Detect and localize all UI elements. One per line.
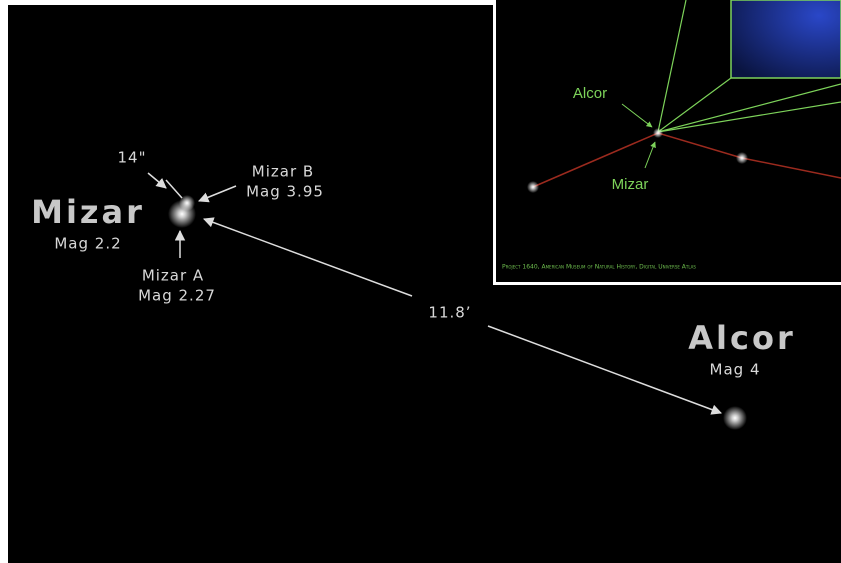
star [653, 128, 663, 138]
arrows [147, 172, 722, 415]
label: Mag 2.2 [54, 235, 121, 253]
arrow [644, 141, 656, 169]
field-of-view [730, 0, 841, 79]
label: 14" [118, 149, 147, 167]
main-stars [168, 195, 747, 430]
arrow [165, 179, 183, 199]
line [657, 0, 687, 133]
inset: Alcor Mizar Project 1640, American Museu… [493, 0, 841, 285]
constellation-line [532, 132, 841, 188]
line [657, 83, 841, 133]
arrow [147, 172, 167, 189]
label: Alcor [573, 85, 607, 102]
label: Mizar [612, 176, 649, 193]
title-label: Alcor [688, 319, 795, 357]
view-lines [657, 0, 841, 133]
credit: Project 1640, American Museum of Natural… [502, 264, 696, 271]
label: Mizar A [142, 267, 204, 285]
title-label: Mizar [31, 193, 145, 231]
label: Mizar B [252, 163, 314, 181]
mizar-b-star [179, 195, 195, 211]
label: Mag 3.95 [246, 183, 324, 201]
label: Mag 2.27 [138, 287, 216, 305]
arrow [487, 325, 722, 415]
label: Mag 4 [710, 361, 761, 379]
line [657, 101, 841, 133]
star [736, 152, 748, 164]
line [657, 77, 732, 133]
arrow [198, 185, 237, 203]
star [527, 181, 539, 193]
arrow [621, 103, 653, 128]
label: 11.8’ [428, 304, 471, 322]
alcor-star [723, 406, 747, 430]
arrow [203, 217, 413, 297]
